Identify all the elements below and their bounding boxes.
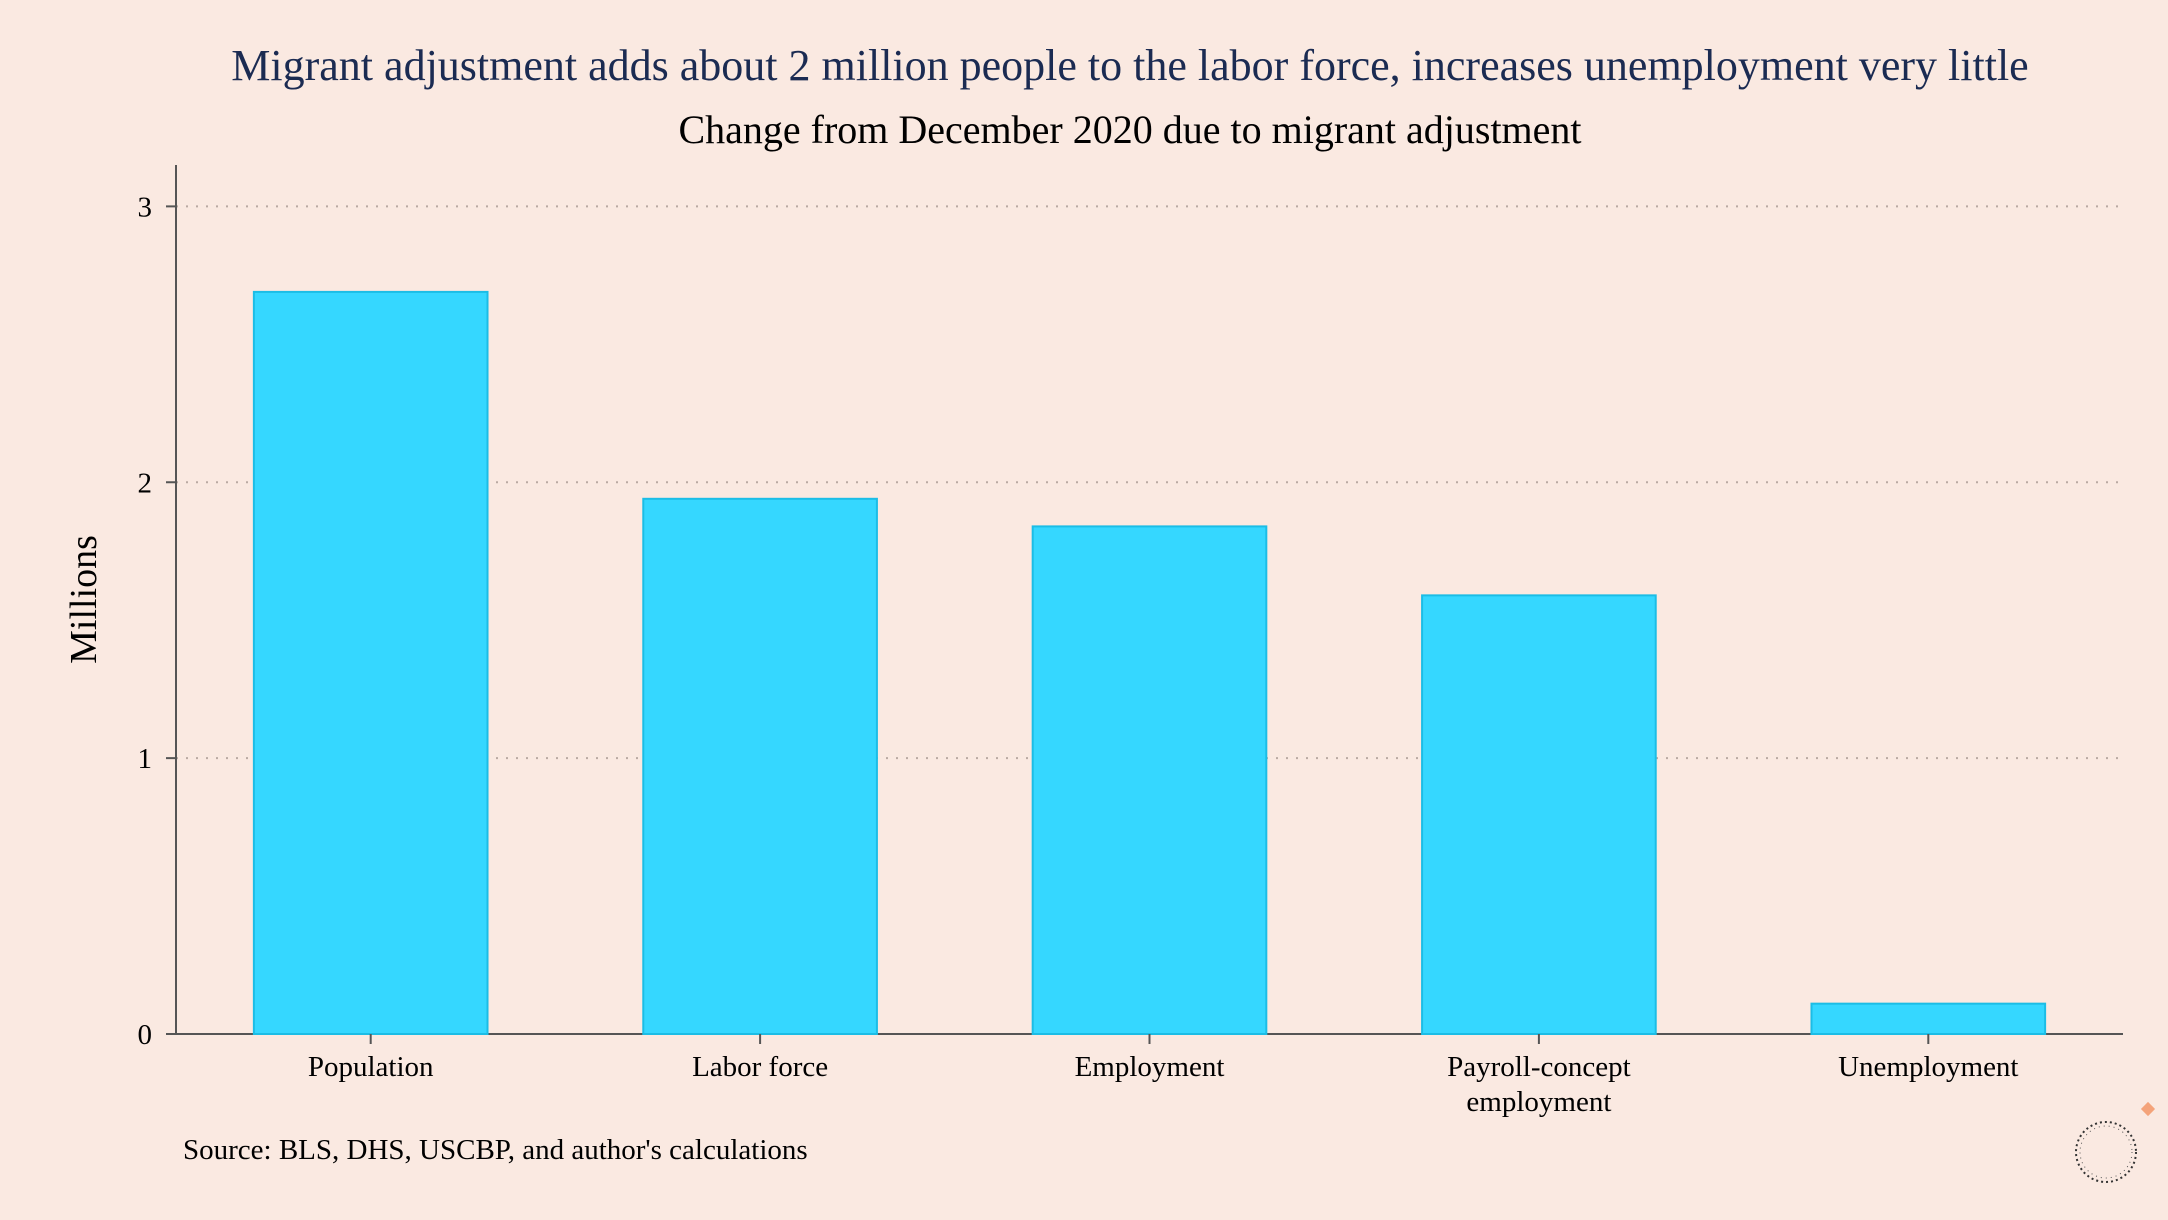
y-axis-label: Millions xyxy=(63,535,105,664)
chart-title: Migrant adjustment adds about 2 million … xyxy=(231,41,2029,90)
x-tick-label-line: Population xyxy=(308,1051,434,1083)
x-tick-label: Labor force xyxy=(692,1051,828,1083)
x-tick-label-line: Unemployment xyxy=(1838,1051,2018,1083)
source-note: Source: BLS, DHS, USCBP, and author's ca… xyxy=(183,1134,808,1166)
bar xyxy=(252,290,489,1035)
x-tick-label: Employment xyxy=(1075,1051,1225,1083)
bar xyxy=(1421,594,1657,1035)
x-tick-label-line: Labor force xyxy=(692,1051,828,1083)
bar xyxy=(1810,1002,2047,1036)
y-tick-label: 3 xyxy=(138,191,153,223)
logo-icon xyxy=(2048,1090,2168,1210)
x-tick-label-line: employment xyxy=(1466,1086,1611,1118)
bar xyxy=(642,497,878,1035)
bar xyxy=(1031,525,1268,1036)
y-tick-label: 1 xyxy=(138,743,153,775)
chart-subtitle: Change from December 2020 due to migrant… xyxy=(678,107,1582,152)
x-tick-label-line: Employment xyxy=(1075,1051,1225,1083)
x-tick-label: Population xyxy=(308,1051,434,1083)
y-tick-label: 0 xyxy=(138,1019,153,1051)
x-tick-label: Payroll-concept employment xyxy=(1447,1051,1631,1118)
x-tick-label: Unemployment xyxy=(1838,1051,2018,1083)
y-tick-label: 2 xyxy=(138,467,153,499)
x-tick-label-line: Payroll-concept xyxy=(1447,1051,1631,1083)
